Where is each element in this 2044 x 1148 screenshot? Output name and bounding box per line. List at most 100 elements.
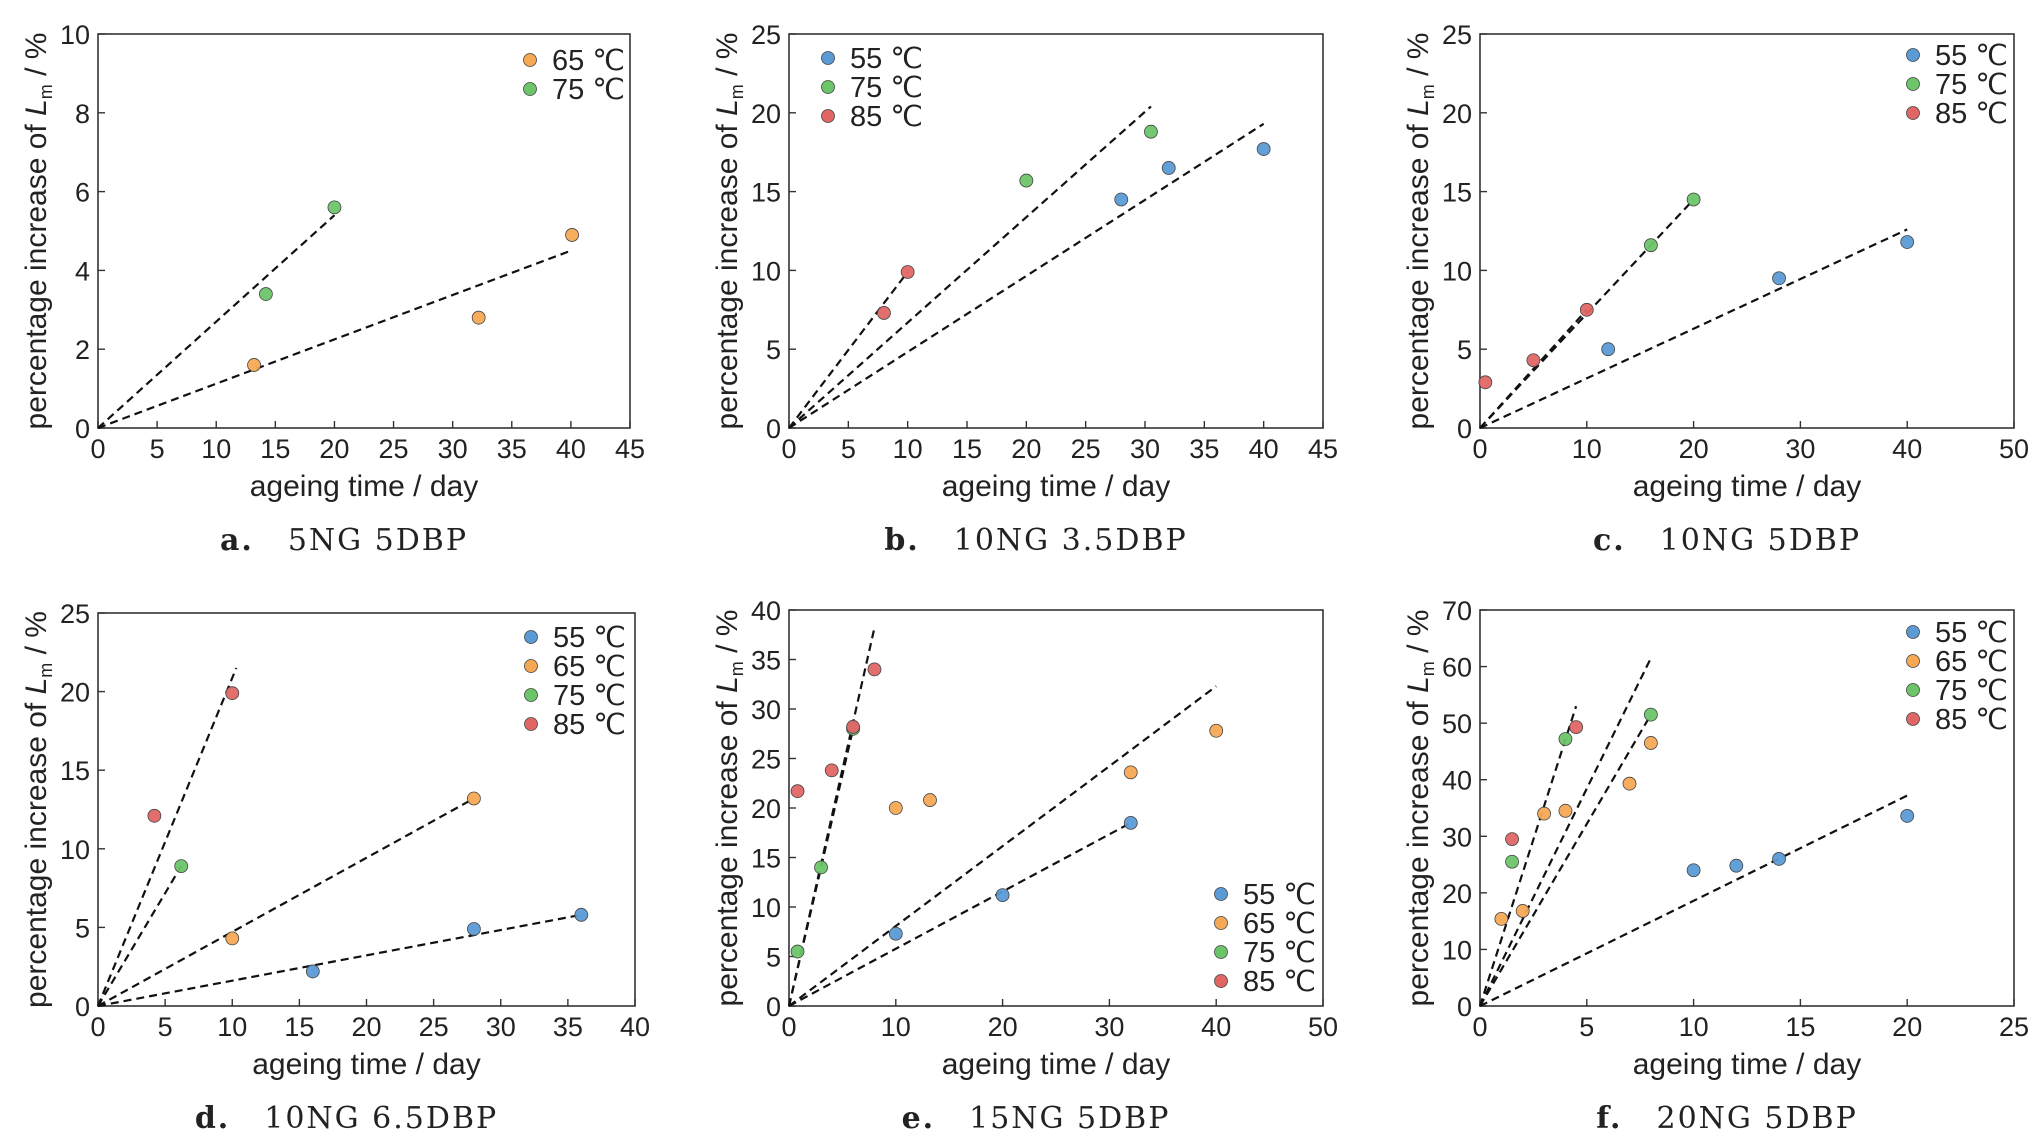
y-axis-title-var: L [1402,99,1435,116]
x-tick-label: 20 [1011,434,1041,464]
legend-marker [1906,683,1920,697]
panel-caption: e. 15NG 5DBP [902,1101,1171,1136]
x-tick-label: 20 [988,1012,1018,1042]
data-point [147,808,162,823]
y-tick-label: 10 [1442,935,1472,965]
x-tick-label: 15 [260,434,290,464]
legend-label: 75 ℃ [1935,69,2008,101]
x-tick-label: 45 [1308,434,1338,464]
data-point [1558,803,1573,818]
y-axis-title-sub: m [1418,84,1438,99]
data-point [900,265,915,279]
x-tick-label: 10 [881,1012,911,1042]
data-point [225,686,240,701]
fit-line [97,865,183,1007]
y-tick-label: 0 [766,414,781,444]
legend-marker [523,53,537,67]
fit-line [788,821,1132,1007]
data-point [1643,238,1658,253]
y-axis-title-prefix: percentage increase of [1402,116,1435,430]
y-axis-title-prefix: percentage increase of [20,694,53,1008]
legend-marker [821,51,835,65]
data-point [1537,806,1551,821]
y-tick-label: 0 [75,414,90,444]
data-point [1505,854,1519,869]
legend-label: 85 ℃ [1935,98,2008,130]
x-axis-title: ageing time / day [942,1048,1170,1081]
legend-label: 55 ℃ [553,622,626,654]
data-point [1505,832,1519,847]
data-point [565,228,579,242]
x-tick-label: 0 [1472,434,1487,464]
legend-label: 65 ℃ [1243,908,1316,940]
panel-caption: d. 10NG 6.5DBP [195,1101,498,1136]
y-tick-label: 6 [75,178,90,208]
data-point [923,793,937,807]
y-axis-title: percentage increase of Lm / % [1402,33,1438,430]
panel-letter: e. [902,1101,936,1136]
y-tick-label: 20 [751,794,781,824]
data-point [1643,736,1658,750]
data-point [1256,142,1271,156]
fit-line [1479,714,1652,1007]
data-point [846,719,860,734]
fit-line [788,271,909,429]
panel-caption: b. 10NG 3.5DBP [884,523,1187,558]
legend: 55 ℃65 ℃75 ℃85 ℃ [1214,879,1316,998]
y-tick-label: 20 [1442,99,1472,129]
data-point [790,784,805,799]
y-axis-title-prefix: percentage increase of [711,116,744,430]
data-point [1209,723,1224,738]
y-tick-label: 2 [75,335,90,365]
x-tick-label: 40 [1249,434,1279,464]
y-axis-title: percentage increase of Lm / % [711,33,747,430]
y-axis-title-suffix: / % [1402,33,1435,85]
x-tick-label: 0 [90,434,105,464]
panel-letter: b. [884,523,919,558]
legend-label: 55 ℃ [1935,617,2008,649]
y-axis-title-suffix: / % [20,33,53,85]
legend-label: 85 ℃ [553,709,626,741]
panel-caption: f. 20NG 5DBP [1596,1101,1858,1136]
y-tick-label: 25 [751,745,781,775]
y-axis-title-var: L [711,99,744,116]
fit-line [1479,228,1908,429]
x-tick-label: 30 [438,434,468,464]
y-tick-label: 5 [766,943,781,973]
x-axis-title: ageing time / day [942,470,1170,503]
data-point [574,907,589,922]
data-point [888,801,903,815]
y-axis-title-sub: m [36,663,56,678]
y-tick-label: 8 [75,99,90,129]
fit-line [97,214,336,429]
x-tick-label: 40 [1201,1012,1231,1042]
fit-line [788,105,1152,429]
x-tick-label: 50 [1999,434,2029,464]
panel-letter: c. [1593,523,1626,558]
data-point [1019,173,1034,188]
x-tick-label: 35 [553,1012,583,1042]
y-tick-label: 15 [60,756,90,786]
x-tick-label: 50 [1308,1012,1338,1042]
y-tick-label: 25 [751,20,781,50]
legend-label: 65 ℃ [1935,646,2008,678]
x-tick-label: 25 [1071,434,1101,464]
panel-f: 0 5 10 15 20 25 0 10 20 30 40 50 60 70 ageing time / d… [1402,596,2029,1136]
data-point [305,964,320,979]
panel-a: 0 5 10 15 20 25 30 35 40 45 0 2 4 6 8 10 ageing time / d… [20,20,645,558]
x-tick-label: 0 [781,1012,796,1042]
plot-frame [97,33,631,429]
y-tick-label: 15 [751,844,781,874]
y-tick-label: 40 [1442,766,1472,796]
y-tick-label: 35 [751,646,781,676]
panel-d: 0 5 10 15 20 25 30 35 40 0 5 10 15 20 25 ageing time / … [20,599,650,1136]
legend-marker [821,109,835,123]
legend: 55 ℃75 ℃85 ℃ [821,43,923,133]
data-point [466,922,481,936]
data-point [1569,720,1584,735]
panel-c: 0 10 20 30 40 50 0 5 10 15 20 25 ageing time / day pe… [1402,20,2029,558]
data-point [1579,302,1594,317]
data-point [1900,809,1915,823]
y-axis-title-prefix: percentage increase of [20,116,53,430]
